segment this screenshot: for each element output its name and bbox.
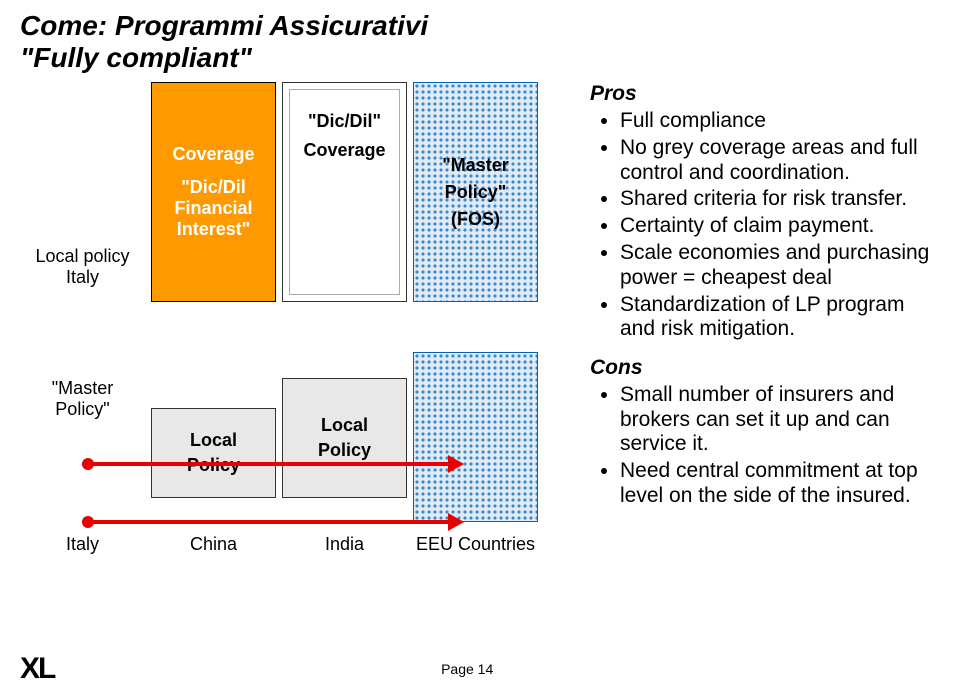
content-area: Local policy Italy Coverage "Dic/Dil Fin…	[20, 82, 940, 646]
text: Coverage	[303, 140, 385, 161]
cell-local-policy-china: Local Policy	[151, 352, 276, 522]
diagram-row-bottom: "Master Policy" Local Policy Local Polic…	[20, 352, 580, 522]
list-item: Shared criteria for risk transfer.	[620, 187, 940, 212]
page-number: Page 14	[54, 661, 880, 677]
text: Local	[321, 415, 368, 436]
cell-local-policy-italy: Local policy Italy	[20, 82, 145, 302]
text: Policy	[318, 440, 371, 461]
text-panel: Pros Full compliance No grey coverage ar…	[590, 82, 940, 646]
cell-dic-dil-coverage: "Dic/Dil" Coverage	[282, 82, 407, 302]
list-item: Need central commitment at top level on …	[620, 459, 940, 509]
label-india: India	[282, 532, 407, 557]
list-item: Certainty of claim payment.	[620, 214, 940, 239]
list-item: No grey coverage areas and full control …	[620, 136, 940, 186]
list-item: Small number of insurers and brokers can…	[620, 383, 940, 457]
cell-master-policy-fos: "Master Policy" (FOS)	[413, 82, 538, 302]
cell-local-policy-india: Local Policy	[282, 352, 407, 522]
title-line2: "Fully compliant"	[20, 42, 252, 73]
logo: XL	[20, 652, 54, 686]
pros-list: Full compliance No grey coverage areas a…	[590, 109, 940, 342]
cell-master-policy-label: "Master Policy"	[20, 352, 145, 522]
text: "Dic/Dil"	[308, 111, 381, 132]
list-item: Standardization of LP program and risk m…	[620, 293, 940, 343]
text: "Master	[442, 155, 509, 176]
label-eeu: EEU Countries	[413, 532, 538, 557]
pros-heading: Pros	[590, 82, 940, 107]
label-china: China	[151, 532, 276, 557]
local-policy-box: Local Policy	[282, 378, 407, 498]
slide-title: Come: Programmi Assicurativi "Fully comp…	[20, 10, 940, 74]
text: "Dic/Dil Financial Interest"	[156, 177, 271, 240]
local-policy-box: Local Policy	[151, 408, 276, 498]
arrow-master-to-fos-1	[88, 462, 450, 466]
text: "Master Policy"	[24, 378, 141, 420]
slide: Come: Programmi Assicurativi "Fully comp…	[0, 0, 960, 700]
list-item: Full compliance	[620, 109, 940, 134]
label-italy: Italy	[20, 532, 145, 557]
text: (FOS)	[451, 209, 500, 230]
text: Coverage	[172, 144, 254, 165]
footer: XL Page 14	[20, 646, 940, 700]
country-labels: Italy China India EEU Countries	[20, 532, 580, 557]
title-line1: Come: Programmi Assicurativi	[20, 10, 428, 41]
cons-list: Small number of insurers and brokers can…	[590, 383, 940, 509]
list-item: Scale economies and purchasing power = c…	[620, 241, 940, 291]
text: Policy"	[445, 182, 507, 203]
diagram-panel: Local policy Italy Coverage "Dic/Dil Fin…	[20, 82, 580, 646]
cons-heading: Cons	[590, 356, 940, 381]
text: Local	[190, 430, 237, 451]
cell-eeu-fos	[413, 352, 538, 522]
text: Local policy Italy	[24, 246, 141, 288]
cell-dic-dil-financial: Coverage "Dic/Dil Financial Interest"	[151, 82, 276, 302]
arrow-master-to-fos-2	[88, 520, 450, 524]
diagram-row-top: Local policy Italy Coverage "Dic/Dil Fin…	[20, 82, 580, 302]
diagram: Local policy Italy Coverage "Dic/Dil Fin…	[20, 82, 580, 557]
